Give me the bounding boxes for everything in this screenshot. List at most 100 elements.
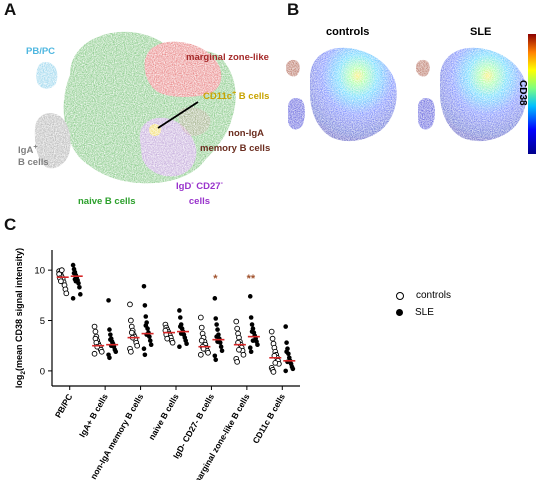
data-point-sle — [141, 283, 147, 289]
data-point-sle — [212, 296, 218, 301]
data-point-controls — [272, 359, 279, 366]
data-point-sle — [141, 346, 147, 352]
label-marginal: marginal zone-like — [186, 52, 269, 63]
data-point-sle — [215, 339, 220, 344]
legend-item-controls: controls — [396, 290, 451, 301]
data-point-sle — [70, 296, 76, 301]
data-point-controls — [233, 318, 240, 325]
label-iga-line1: IgA+ — [18, 144, 49, 156]
cluster-pbpc — [36, 62, 58, 89]
x-tick-label: naive B cells — [146, 392, 181, 442]
data-point-sle — [178, 315, 183, 320]
data-point-sle — [70, 262, 76, 268]
data-point-sle — [177, 308, 182, 313]
data-point-controls — [91, 350, 98, 357]
data-point-sle — [290, 366, 296, 372]
data-point-controls — [198, 337, 205, 344]
data-point-controls — [240, 351, 247, 358]
label-igd-main: IgD — [176, 181, 192, 193]
data-point-controls — [164, 335, 171, 342]
legend-marker-controls — [396, 291, 404, 300]
data-point-sle — [219, 348, 225, 354]
y-tick-label: 5 — [40, 316, 45, 327]
cluster-marginal — [144, 41, 222, 97]
colorbar-label: CD38 — [517, 80, 528, 106]
data-point-sle — [283, 324, 288, 329]
data-point-sle — [213, 316, 219, 321]
data-point-sle — [178, 324, 183, 329]
data-point-controls — [197, 314, 204, 321]
label-pbpc: PB/PC — [26, 46, 55, 57]
legend: controls SLE — [396, 290, 451, 318]
data-point-controls — [205, 349, 211, 356]
data-point-sle — [78, 292, 83, 297]
data-point-controls — [269, 335, 276, 342]
label-naive: naive B cells — [78, 196, 136, 207]
data-point-sle — [77, 284, 82, 290]
data-point-controls — [236, 346, 242, 353]
data-point-sle — [113, 349, 119, 355]
label-pbpc-text: PB/PC — [26, 46, 56, 57]
cluster-iga — [34, 113, 71, 169]
data-point-controls — [63, 290, 70, 297]
significance-marker: ** — [247, 273, 256, 285]
x-tick-label: CD11c B cells — [250, 392, 287, 446]
data-point-sle — [214, 322, 219, 327]
data-point-sle — [213, 357, 219, 363]
panel-label-b: B — [287, 0, 300, 19]
data-point-sle — [255, 342, 260, 347]
data-point-sle — [184, 341, 189, 346]
x-tick-label: PB/PC — [53, 392, 75, 420]
data-point-controls — [270, 369, 277, 375]
data-point-controls — [128, 329, 135, 336]
label-igd-tail: CD27 — [193, 181, 221, 193]
data-point-sle — [215, 327, 220, 332]
tsne-cluster-map — [34, 31, 236, 184]
data-point-controls — [198, 324, 205, 331]
label-iga: IgA+ B cells — [18, 144, 49, 168]
y-axis-label: log2(mean CD38 signal intensity) — [14, 248, 27, 388]
data-point-controls — [128, 317, 134, 324]
y-tick-label: 10 — [34, 266, 45, 277]
significance-marker: * — [213, 273, 218, 285]
label-cd11c-main: CD11c — [203, 91, 233, 103]
legend-marker-sle — [396, 309, 403, 316]
data-point-sle — [178, 331, 184, 336]
label-iga-sup: + — [33, 144, 38, 151]
data-point-sle — [107, 355, 112, 361]
data-point-controls — [134, 342, 141, 349]
cluster-noniga — [178, 107, 211, 136]
data-point-controls — [197, 351, 204, 358]
data-point-controls — [128, 348, 134, 355]
data-point-sle — [247, 294, 253, 299]
panel-label-c: C — [4, 215, 17, 234]
data-point-sle — [247, 345, 253, 351]
data-point-sle — [249, 329, 255, 334]
data-point-controls — [127, 301, 133, 308]
heatmap-sle — [416, 47, 527, 142]
data-point-sle — [142, 303, 148, 308]
label-noniga: non-IgA memory B cells — [200, 128, 270, 154]
data-point-sle — [148, 342, 154, 347]
title-controls: controls — [326, 26, 370, 38]
data-point-sle — [143, 323, 149, 328]
data-point-controls — [58, 278, 64, 285]
label-marginal-text: marginal zone-like — [186, 52, 269, 63]
label-igd-line1: IgD- CD27- — [176, 180, 223, 192]
label-iga-line2: B cells — [18, 157, 49, 169]
label-cd11c-sup: + — [232, 90, 237, 97]
data-point-sle — [250, 338, 256, 343]
data-point-sle — [73, 278, 79, 284]
legend-label-controls: controls — [416, 290, 452, 301]
cluster-cd11c — [149, 124, 161, 136]
label-igd: IgD- CD27- cells — [176, 180, 223, 207]
label-naive-text: naive B cells — [78, 196, 136, 207]
data-point-sle — [142, 352, 148, 358]
data-point-sle — [284, 349, 289, 355]
data-point-sle — [108, 332, 113, 337]
data-point-sle — [71, 270, 77, 276]
data-point-sle — [107, 327, 112, 332]
label-igd-sup: - — [191, 180, 194, 187]
data-point-sle — [106, 298, 111, 303]
cd38-intensity-chart: 0 5 10 log2(mean CD38 signal intensity) PB/P… — [14, 248, 300, 480]
